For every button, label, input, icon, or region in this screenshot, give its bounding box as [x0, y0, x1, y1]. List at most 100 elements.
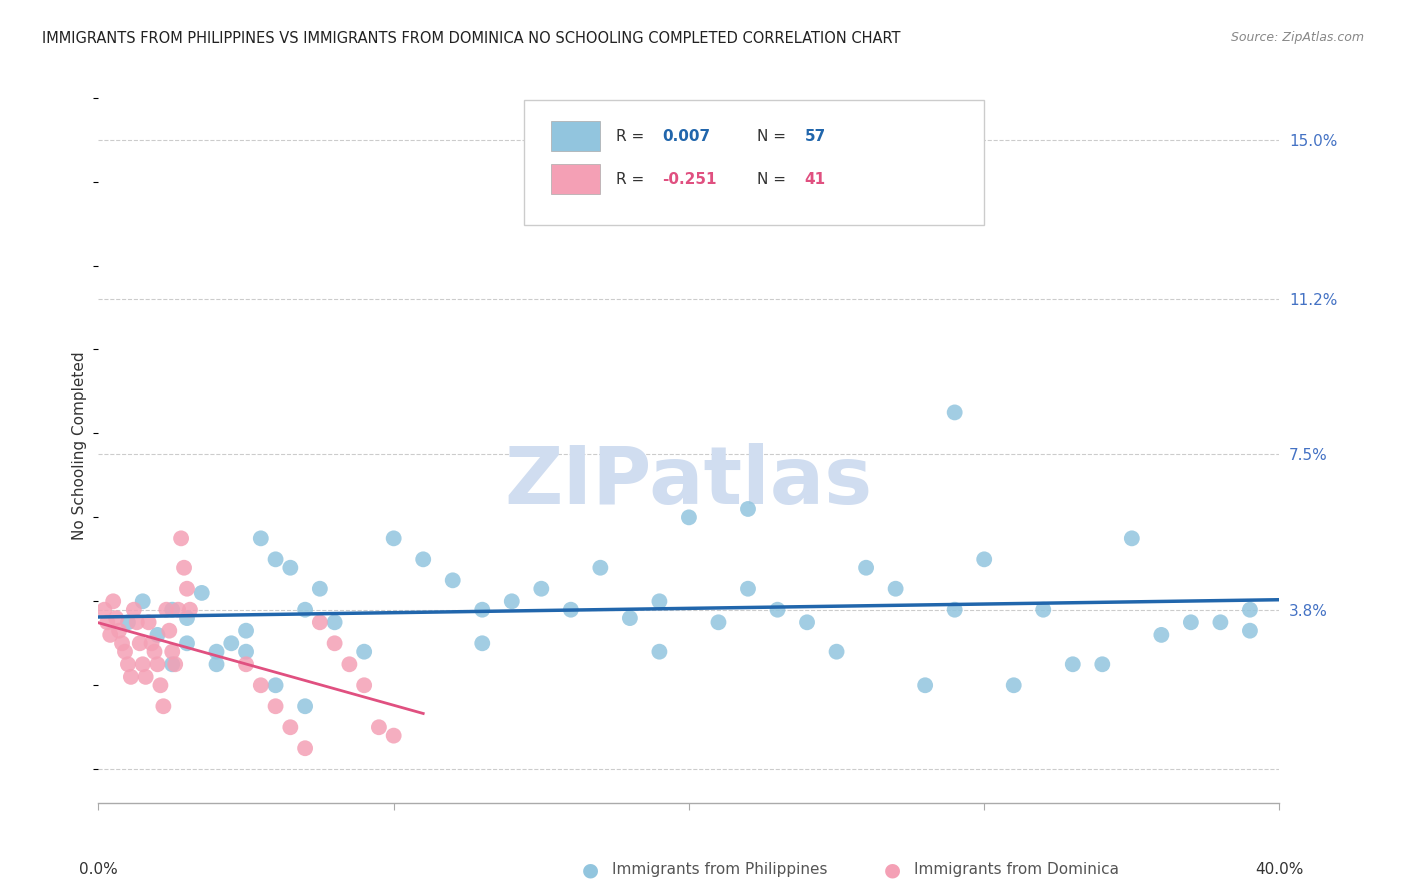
Point [1150, 628, 1173, 642]
Text: 57: 57 [804, 128, 825, 144]
Text: -0.251: -0.251 [662, 171, 716, 186]
Point [108, 624, 131, 638]
Point [943, 405, 966, 419]
Point [264, 552, 287, 566]
Point [146, 657, 169, 672]
Text: R =: R = [616, 128, 648, 144]
Point [162, 657, 183, 672]
Point [766, 603, 789, 617]
FancyBboxPatch shape [551, 164, 600, 194]
Point [530, 582, 553, 596]
Text: N =: N = [758, 171, 792, 186]
Point [96, 615, 118, 630]
Point [589, 560, 612, 574]
Point [441, 574, 464, 588]
Point [309, 582, 332, 596]
Point [560, 603, 582, 617]
Point [294, 741, 316, 756]
Point [1121, 532, 1143, 546]
Point [176, 636, 198, 650]
Point [152, 699, 174, 714]
Point [323, 615, 346, 630]
Point [103, 594, 125, 608]
Point [173, 560, 195, 574]
Point [170, 532, 193, 546]
Point [157, 624, 180, 638]
Text: ●: ● [582, 860, 599, 880]
Point [141, 636, 163, 650]
Point [1239, 624, 1261, 638]
Point [114, 645, 136, 659]
Point [1032, 603, 1054, 617]
Point [132, 594, 155, 608]
Point [619, 611, 641, 625]
Point [1062, 657, 1084, 672]
Point [165, 657, 187, 672]
Text: Source: ZipAtlas.com: Source: ZipAtlas.com [1230, 31, 1364, 45]
Text: 40.0%: 40.0% [1256, 862, 1303, 877]
Point [93, 603, 115, 617]
Point [884, 582, 907, 596]
Point [219, 636, 242, 650]
Text: IMMIGRANTS FROM PHILIPPINES VS IMMIGRANTS FROM DOMINICA NO SCHOOLING COMPLETED C: IMMIGRANTS FROM PHILIPPINES VS IMMIGRANT… [42, 31, 901, 46]
Point [264, 699, 287, 714]
Point [1239, 603, 1261, 617]
Point [648, 645, 671, 659]
Point [191, 586, 214, 600]
Point [825, 645, 848, 659]
Point [117, 657, 139, 672]
Point [205, 657, 228, 672]
Point [707, 615, 730, 630]
Point [117, 615, 139, 630]
Point [382, 729, 405, 743]
Text: 41: 41 [804, 171, 825, 186]
Text: 0.0%: 0.0% [79, 862, 118, 877]
Point [250, 678, 273, 692]
Point [205, 645, 228, 659]
Point [471, 603, 494, 617]
Point [235, 645, 257, 659]
FancyBboxPatch shape [523, 100, 984, 225]
Point [323, 636, 346, 650]
Text: N =: N = [758, 128, 792, 144]
Point [135, 670, 157, 684]
Point [264, 678, 287, 692]
Text: Immigrants from Dominica: Immigrants from Dominica [914, 863, 1119, 877]
Point [278, 720, 302, 734]
Point [368, 720, 391, 734]
Point [1180, 615, 1202, 630]
Point [353, 645, 375, 659]
Point [943, 603, 966, 617]
Point [125, 615, 148, 630]
Point [155, 603, 177, 617]
Point [382, 532, 405, 546]
Point [501, 594, 523, 608]
Y-axis label: No Schooling Completed: No Schooling Completed [72, 351, 87, 541]
Point [648, 594, 671, 608]
Point [149, 678, 172, 692]
Point [176, 582, 198, 596]
Point [914, 678, 936, 692]
Point [176, 611, 198, 625]
Point [278, 560, 302, 574]
Text: ●: ● [884, 860, 901, 880]
Text: R =: R = [616, 171, 648, 186]
Point [1091, 657, 1114, 672]
Point [1002, 678, 1025, 692]
Point [122, 603, 145, 617]
Text: ZIPatlas: ZIPatlas [505, 442, 873, 521]
FancyBboxPatch shape [551, 121, 600, 152]
Point [179, 603, 201, 617]
Text: 0.007: 0.007 [662, 128, 710, 144]
Point [167, 603, 190, 617]
Text: Immigrants from Philippines: Immigrants from Philippines [612, 863, 827, 877]
Point [105, 611, 128, 625]
Point [146, 628, 169, 642]
Point [973, 552, 995, 566]
Point [412, 552, 434, 566]
Point [235, 657, 257, 672]
Point [143, 645, 166, 659]
Point [120, 670, 142, 684]
Point [132, 657, 155, 672]
Point [471, 636, 494, 650]
